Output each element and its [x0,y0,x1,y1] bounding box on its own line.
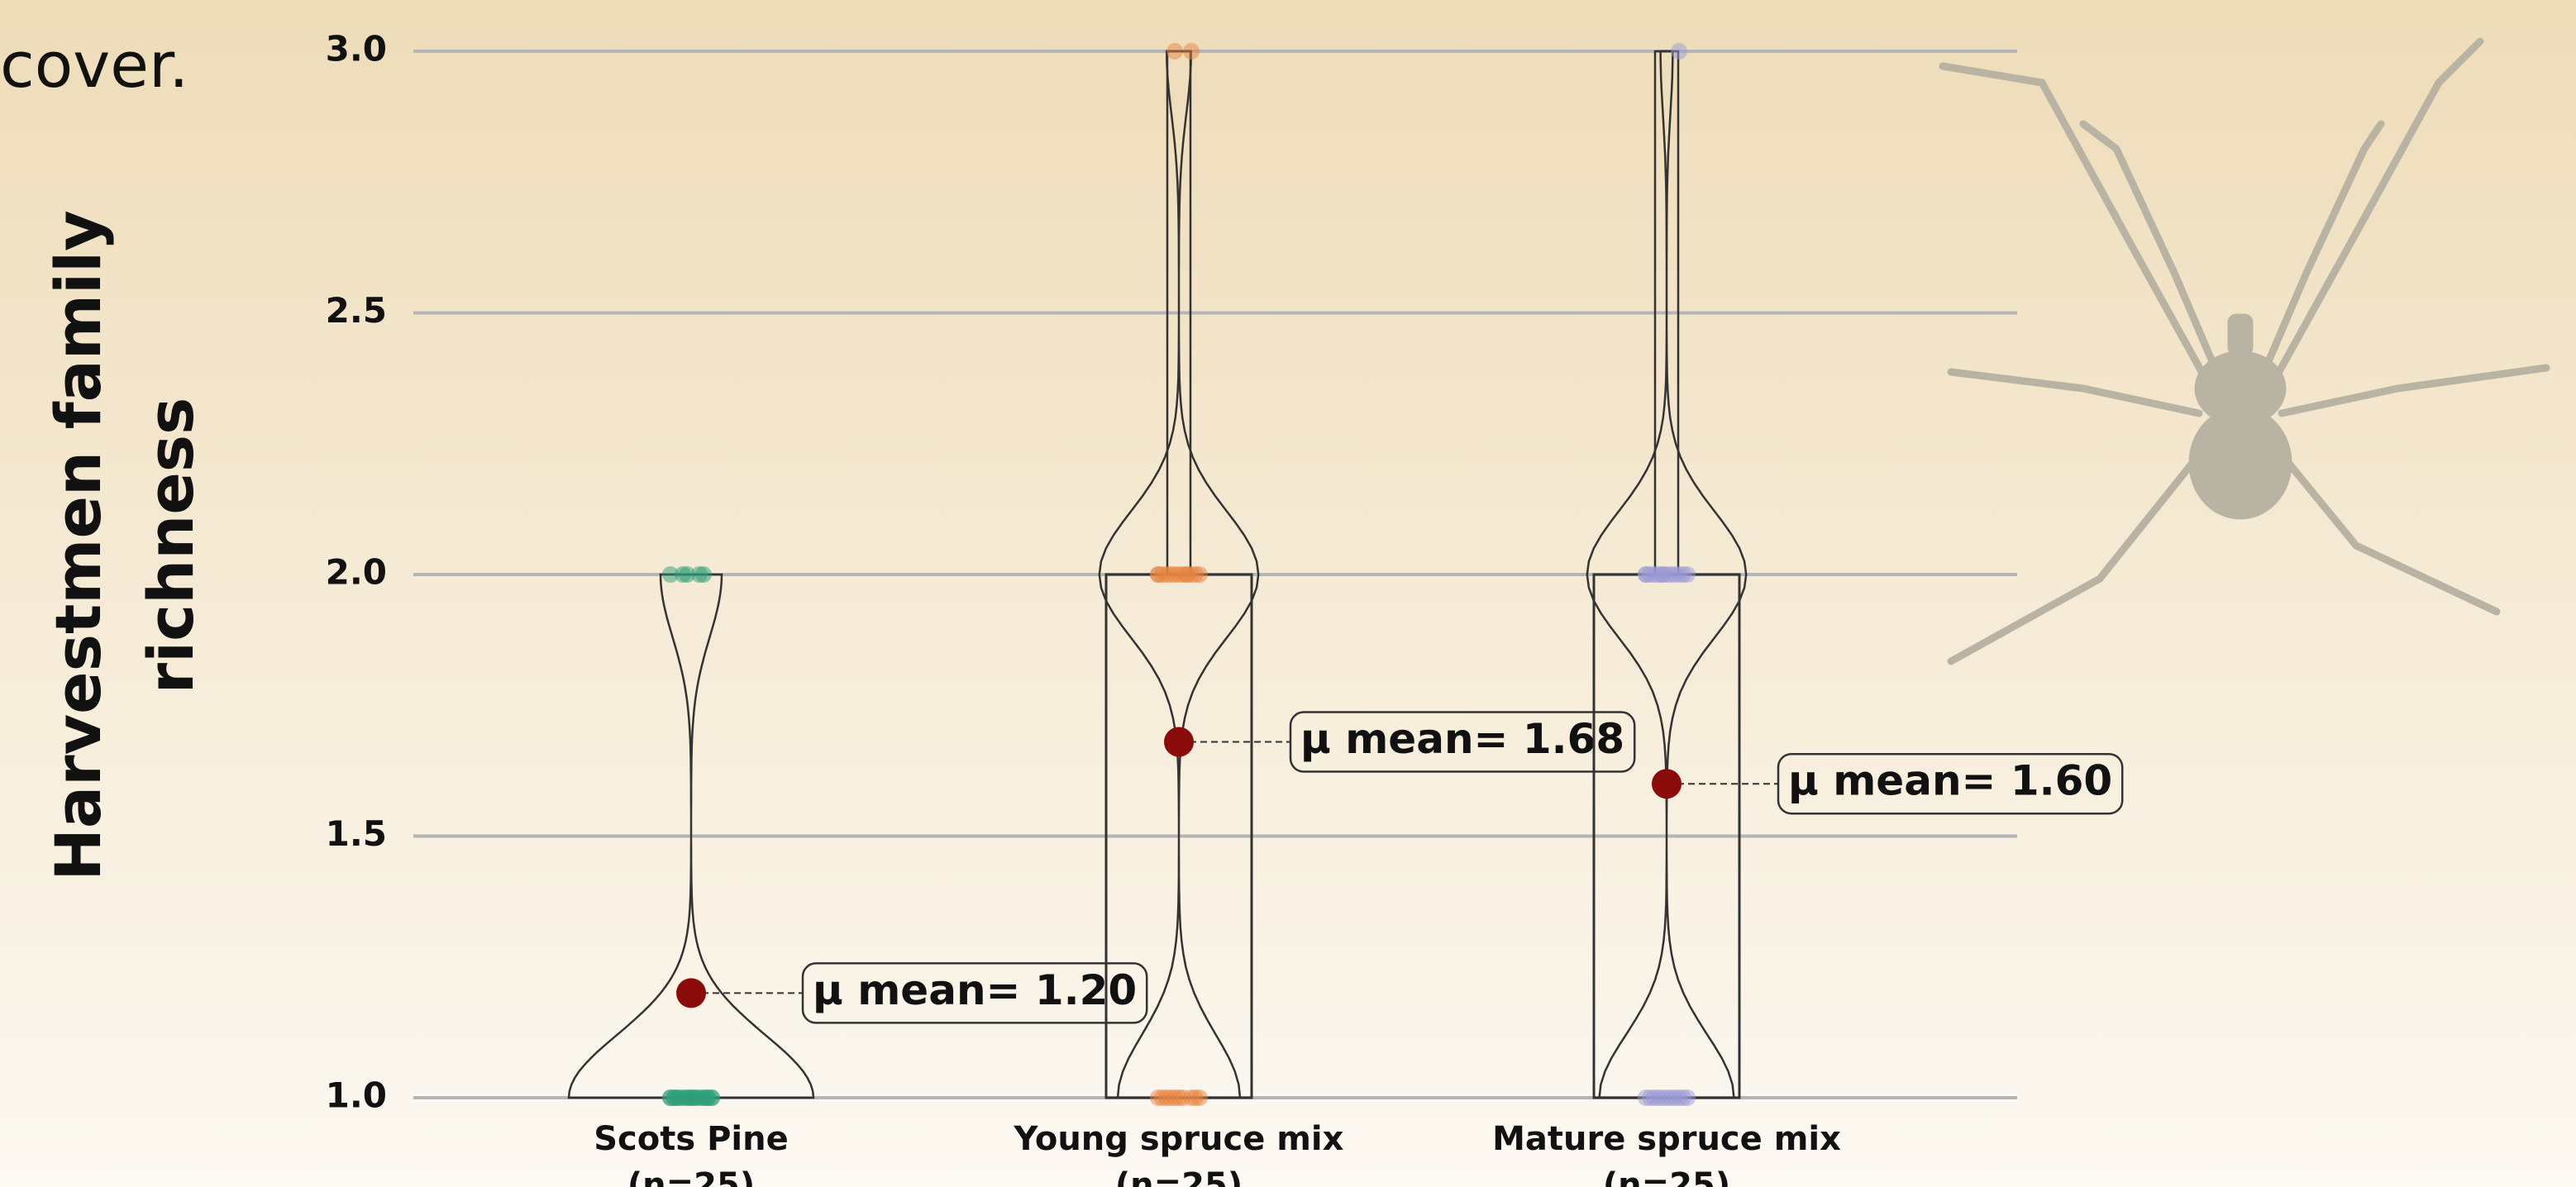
mean-label: μ mean= 1.20 [803,963,1147,1023]
mean-point [1652,769,1682,798]
y-axis-label: Harvestmen family [41,210,115,881]
mean-label-text: μ mean= 1.60 [1788,757,2112,805]
data-point [1166,43,1183,60]
data-point [1150,566,1166,583]
data-point [704,1089,720,1106]
data-point [1179,566,1195,583]
mean-label: μ mean= 1.60 [1778,754,2122,813]
data-point [1650,1089,1667,1106]
x-tick-label: Scots Pine [594,1120,789,1158]
mean-label-text: μ mean= 1.68 [1300,715,1624,763]
y-tick-label: 2.5 [326,290,387,331]
mean-point [1164,727,1194,757]
slide-text: cover. [0,28,188,102]
mean-point [676,978,706,1008]
y-tick-label: 2.0 [326,552,387,593]
data-point [1654,566,1671,583]
data-point [1191,1089,1208,1106]
y-tick-label: 1.5 [326,813,387,854]
background [0,0,2576,1187]
data-point [1667,1089,1683,1106]
y-tick-label: 1.0 [326,1075,387,1116]
data-point [1671,43,1687,60]
data-point [679,566,695,583]
data-point [670,1089,687,1106]
data-point [1638,566,1654,583]
x-tick-sublabel: (n=25) [1603,1166,1730,1187]
x-tick-label: Mature spruce mix [1492,1120,1841,1158]
page: cover. Harvestmen family richness 1.0 1.5… [0,0,2576,1187]
mean-label: μ mean= 1.68 [1290,713,1634,772]
y-tick-label: 3.0 [326,29,387,69]
slide: cover. Harvestmen family richness 1.0 1.5… [0,0,2576,1187]
data-point [662,566,679,583]
data-point [695,566,712,583]
mean-label-text: μ mean= 1.20 [813,966,1137,1014]
y-axis-label: richness [134,398,208,694]
x-tick-label: Young spruce mix [1014,1120,1344,1158]
data-point [1162,1089,1179,1106]
x-tick-sublabel: (n=25) [1115,1166,1243,1187]
data-point [1183,43,1200,60]
x-tick-sublabel: (n=25) [627,1166,755,1187]
data-point [687,1089,704,1106]
